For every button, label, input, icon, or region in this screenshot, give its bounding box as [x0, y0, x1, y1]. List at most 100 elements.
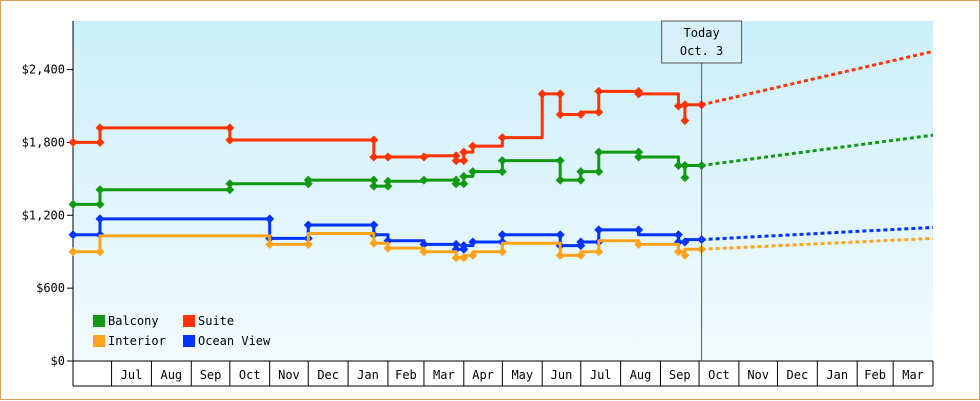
data-point[interactable] — [634, 89, 644, 99]
data-point[interactable] — [555, 175, 565, 185]
data-point[interactable] — [680, 250, 690, 260]
data-point[interactable] — [68, 199, 78, 209]
data-point[interactable] — [68, 247, 78, 257]
data-point[interactable] — [594, 225, 604, 235]
data-point[interactable] — [680, 116, 690, 126]
legend-swatch — [183, 335, 195, 347]
data-point[interactable] — [576, 167, 586, 177]
legend-label: Ocean View — [198, 334, 271, 348]
data-point[interactable] — [634, 225, 644, 235]
data-point[interactable] — [576, 175, 586, 185]
data-point[interactable] — [497, 156, 507, 166]
data-point[interactable] — [369, 220, 379, 230]
data-point[interactable] — [594, 147, 604, 157]
data-point[interactable] — [419, 175, 429, 185]
data-point[interactable] — [576, 237, 586, 247]
legend-item-suite: Suite — [183, 314, 234, 328]
data-point[interactable] — [95, 137, 105, 147]
data-point[interactable] — [673, 101, 683, 111]
data-point[interactable] — [451, 179, 461, 189]
x-tick-label: Jan — [826, 368, 848, 382]
data-point[interactable] — [303, 239, 313, 249]
data-point[interactable] — [594, 247, 604, 257]
data-point[interactable] — [383, 243, 393, 253]
data-point[interactable] — [303, 220, 313, 230]
data-point[interactable] — [95, 214, 105, 224]
data-point[interactable] — [634, 152, 644, 162]
x-tick-label: Feb — [395, 368, 417, 382]
data-point[interactable] — [555, 250, 565, 260]
data-point[interactable] — [680, 173, 690, 183]
data-point[interactable] — [537, 89, 547, 99]
today-label-box — [661, 20, 743, 64]
data-point[interactable] — [383, 176, 393, 186]
x-tick-label: May — [511, 368, 533, 382]
data-point[interactable] — [369, 238, 379, 248]
data-point[interactable] — [634, 239, 644, 249]
y-tick-label: $2,400 — [22, 63, 65, 77]
data-point[interactable] — [468, 141, 478, 151]
projection-line — [701, 133, 934, 167]
data-point[interactable] — [369, 181, 379, 191]
data-point[interactable] — [576, 250, 586, 260]
data-point[interactable] — [673, 247, 683, 257]
data-point[interactable] — [451, 151, 461, 161]
legend-swatch — [93, 335, 105, 347]
data-point[interactable] — [68, 230, 78, 240]
data-point[interactable] — [594, 167, 604, 177]
series-balcony — [68, 133, 934, 209]
data-point[interactable] — [419, 247, 429, 257]
data-point[interactable] — [459, 156, 469, 166]
data-point[interactable] — [95, 185, 105, 195]
data-point[interactable] — [459, 147, 469, 157]
data-point[interactable] — [68, 137, 78, 147]
data-point[interactable] — [369, 175, 379, 185]
x-tick-label: Oct — [239, 368, 261, 382]
data-point[interactable] — [303, 175, 313, 185]
data-point[interactable] — [265, 214, 275, 224]
data-point[interactable] — [680, 161, 690, 170]
data-point[interactable] — [555, 230, 565, 240]
data-point[interactable] — [555, 156, 565, 166]
data-point[interactable] — [451, 239, 461, 249]
data-point[interactable] — [497, 133, 507, 143]
data-point[interactable] — [225, 135, 235, 145]
data-point[interactable] — [497, 167, 507, 177]
data-point[interactable] — [468, 250, 478, 260]
legend-swatch — [183, 315, 195, 327]
data-point[interactable] — [594, 107, 604, 117]
data-point[interactable] — [419, 152, 429, 162]
data-point[interactable] — [265, 239, 275, 249]
data-point[interactable] — [459, 171, 469, 181]
data-point[interactable] — [369, 152, 379, 162]
data-point[interactable] — [369, 135, 379, 145]
data-point[interactable] — [680, 100, 690, 110]
data-point[interactable] — [95, 199, 105, 209]
data-point[interactable] — [497, 247, 507, 257]
data-point[interactable] — [383, 152, 393, 162]
y-tick-label: $600 — [36, 281, 65, 295]
data-point[interactable] — [680, 237, 690, 247]
data-point[interactable] — [673, 230, 683, 240]
data-point[interactable] — [673, 161, 683, 170]
data-point[interactable] — [555, 110, 565, 119]
data-point[interactable] — [555, 89, 565, 99]
data-point[interactable] — [576, 110, 586, 119]
data-point[interactable] — [225, 179, 235, 189]
data-point[interactable] — [634, 147, 644, 157]
data-point[interactable] — [459, 241, 469, 251]
data-point[interactable] — [225, 185, 235, 195]
data-point[interactable] — [459, 253, 469, 263]
data-point[interactable] — [468, 167, 478, 177]
data-point[interactable] — [95, 247, 105, 257]
data-point[interactable] — [594, 86, 604, 96]
data-point[interactable] — [468, 237, 478, 247]
data-point[interactable] — [459, 179, 469, 189]
data-point[interactable] — [95, 123, 105, 133]
x-tick-label: Jan — [357, 368, 379, 382]
data-point[interactable] — [451, 253, 461, 263]
data-point[interactable] — [451, 156, 461, 166]
data-point[interactable] — [497, 230, 507, 240]
data-point[interactable] — [225, 123, 235, 133]
data-point[interactable] — [383, 181, 393, 191]
